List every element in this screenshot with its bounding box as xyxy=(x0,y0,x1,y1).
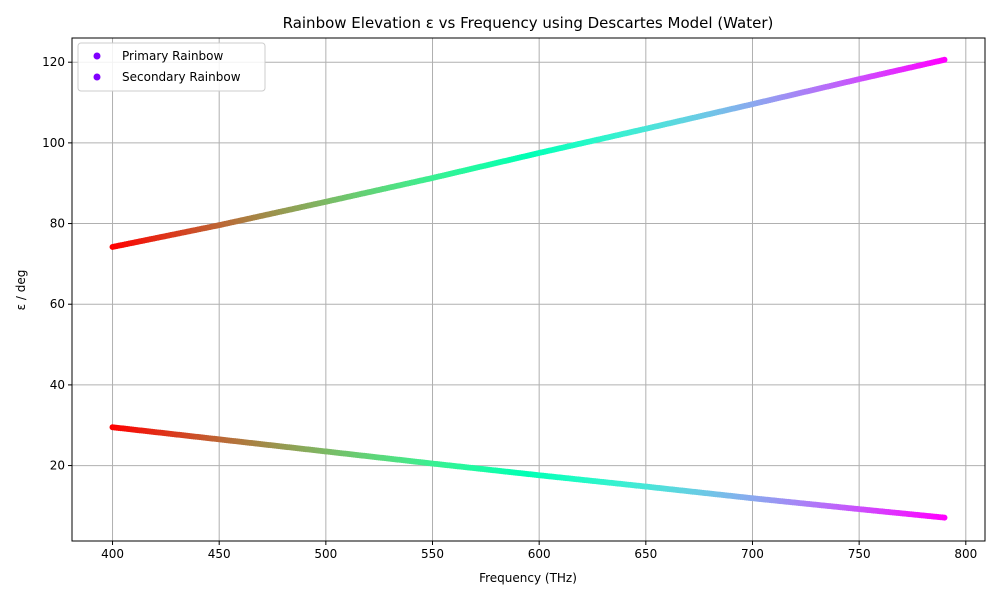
scatter-points xyxy=(109,56,948,521)
plot-frame xyxy=(71,37,986,542)
grid-lines xyxy=(72,38,985,541)
x-tick-label: 700 xyxy=(741,547,764,561)
chart-title: Rainbow Elevation ε vs Frequency using D… xyxy=(283,14,774,32)
legend-label-secondary: Secondary Rainbow xyxy=(122,70,241,84)
legend-marker-primary xyxy=(93,52,101,60)
x-tick-label: 450 xyxy=(208,547,231,561)
legend-box xyxy=(77,42,266,92)
x-tick-label: 400 xyxy=(101,547,124,561)
y-tick-label: 120 xyxy=(42,55,65,69)
legend-label-primary: Primary Rainbow xyxy=(122,49,224,63)
x-tick-label: 750 xyxy=(848,547,871,561)
x-tick-label: 500 xyxy=(314,547,337,561)
series-secondary-points xyxy=(109,56,948,250)
y-axis-ticks: 20 40 60 80 100 120 xyxy=(42,55,72,473)
data-point xyxy=(941,56,948,63)
x-tick-label: 650 xyxy=(634,547,657,561)
x-axis-ticks: 400 450 500 550 600 650 700 750 800 xyxy=(101,541,977,561)
x-tick-label: 550 xyxy=(421,547,444,561)
y-axis-label: ε / deg xyxy=(14,270,28,311)
y-tick-label: 100 xyxy=(42,136,65,150)
y-tick-label: 80 xyxy=(50,217,65,231)
x-axis-label: Frequency (THz) xyxy=(479,571,577,585)
legend: Primary Rainbow Secondary Rainbow xyxy=(77,42,266,92)
y-tick-label: 20 xyxy=(50,459,65,473)
legend-marker-secondary xyxy=(93,73,101,81)
data-point xyxy=(941,514,948,521)
y-tick-label: 40 xyxy=(50,378,65,392)
x-tick-label: 600 xyxy=(528,547,551,561)
x-tick-label: 800 xyxy=(954,547,977,561)
series-primary-points xyxy=(109,424,948,521)
y-tick-label: 60 xyxy=(50,297,65,311)
